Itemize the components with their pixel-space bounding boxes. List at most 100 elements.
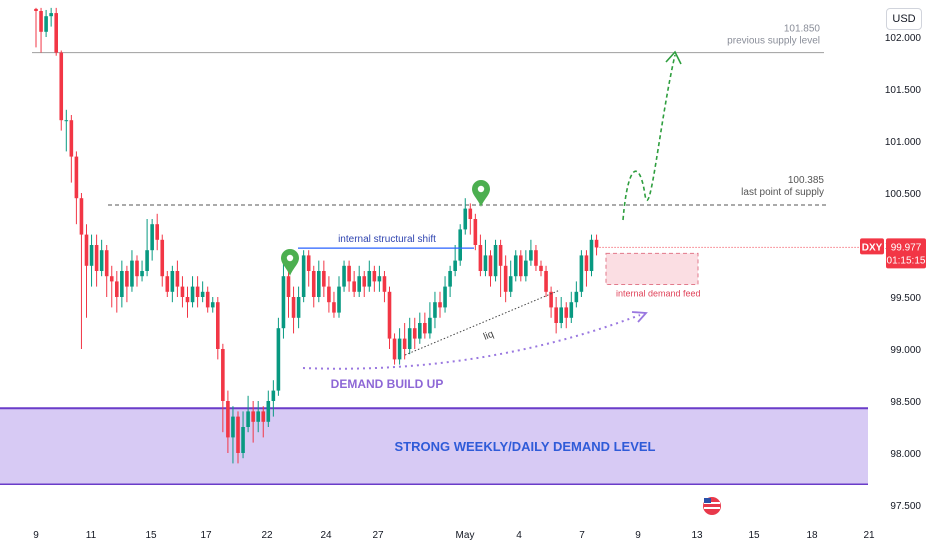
candle-body — [195, 286, 200, 297]
y-tick-label: 98.500 — [890, 397, 921, 408]
candle-body — [99, 250, 104, 271]
candle-body — [170, 271, 175, 292]
candle-body — [322, 271, 326, 287]
candle-body — [115, 281, 119, 297]
candle-body — [483, 255, 488, 271]
candle-body — [276, 328, 281, 391]
x-tick-label: 13 — [691, 530, 703, 541]
demand-build-arrowhead — [631, 311, 648, 323]
candle — [519, 250, 523, 282]
candle — [246, 395, 250, 433]
candle-body — [438, 302, 442, 308]
candle-body — [478, 245, 483, 271]
candle-body — [104, 250, 109, 277]
candle-body — [135, 260, 139, 277]
candle — [448, 265, 452, 297]
projection-path — [622, 54, 676, 221]
candle-body — [539, 265, 543, 271]
candle — [594, 234, 599, 256]
candle-body — [554, 307, 558, 323]
candle-body — [327, 286, 331, 303]
candle — [317, 260, 321, 303]
internal-demand-box — [605, 252, 699, 286]
candle-body — [387, 291, 392, 339]
candle — [372, 265, 377, 292]
candle — [443, 276, 447, 313]
candle-body — [377, 276, 382, 282]
candle-body — [372, 271, 377, 282]
candle-body — [453, 260, 457, 271]
pin-dot — [477, 185, 485, 193]
last-price-label: 99.977 — [891, 242, 922, 253]
y-tick-label: 101.000 — [885, 137, 922, 148]
candle — [392, 333, 397, 365]
candle-body — [140, 271, 144, 277]
candle-body — [564, 307, 569, 318]
candle-body — [74, 156, 79, 199]
candle-body — [165, 276, 170, 292]
candle-body — [311, 271, 316, 297]
currency-button[interactable]: USD — [886, 8, 922, 30]
candle-body — [49, 13, 53, 17]
candle — [155, 213, 159, 251]
candle — [362, 271, 367, 297]
x-tick-label: 4 — [516, 530, 522, 541]
strong-demand-label: STRONG WEEKLY/DAILY DEMAND LEVEL — [395, 439, 656, 454]
y-tick-label: 99.500 — [890, 293, 921, 304]
candle — [407, 317, 412, 355]
candle-body — [64, 120, 69, 122]
candle-body — [342, 265, 346, 287]
candle-body — [352, 281, 356, 292]
candle-body — [109, 276, 114, 282]
candle-body — [458, 229, 462, 261]
candle — [579, 250, 584, 297]
x-tick-label: 9 — [635, 530, 641, 541]
candle-body — [503, 265, 508, 292]
candle-body — [120, 271, 124, 297]
candle — [397, 328, 402, 365]
candle — [453, 245, 457, 277]
candle — [99, 239, 104, 277]
candle — [433, 291, 437, 329]
candle-body — [256, 411, 260, 422]
candle-body — [584, 255, 589, 271]
candle — [226, 390, 230, 453]
candle-body — [210, 302, 215, 308]
candle-body — [397, 338, 402, 360]
candle-body — [362, 276, 367, 287]
candle — [483, 239, 488, 277]
y-tick-label: 98.000 — [890, 449, 921, 460]
candle — [301, 250, 306, 303]
candle — [513, 250, 518, 282]
candle — [175, 260, 180, 297]
candle-body — [246, 411, 250, 427]
candle-body — [367, 271, 372, 287]
candle-body — [221, 349, 225, 401]
candle-body — [559, 307, 563, 323]
candle — [529, 239, 533, 266]
candle — [281, 255, 286, 339]
candle — [589, 234, 594, 277]
candle — [231, 406, 235, 464]
candle — [367, 260, 372, 292]
candle — [195, 276, 200, 308]
pin-shape — [472, 180, 490, 207]
symbol-label: DXY — [862, 242, 883, 253]
candle — [377, 265, 382, 292]
candle — [266, 390, 271, 427]
candle-body — [412, 328, 417, 339]
candle — [418, 312, 422, 344]
pin-dot — [286, 254, 294, 262]
candle — [438, 291, 442, 318]
flag-stripe — [704, 502, 720, 504]
candle-body — [589, 239, 594, 271]
candle-body — [39, 11, 43, 32]
candle — [271, 380, 276, 417]
candle — [185, 286, 190, 318]
candle-body — [241, 427, 245, 453]
candle — [140, 260, 144, 282]
candle — [241, 411, 245, 459]
candle — [276, 317, 281, 396]
